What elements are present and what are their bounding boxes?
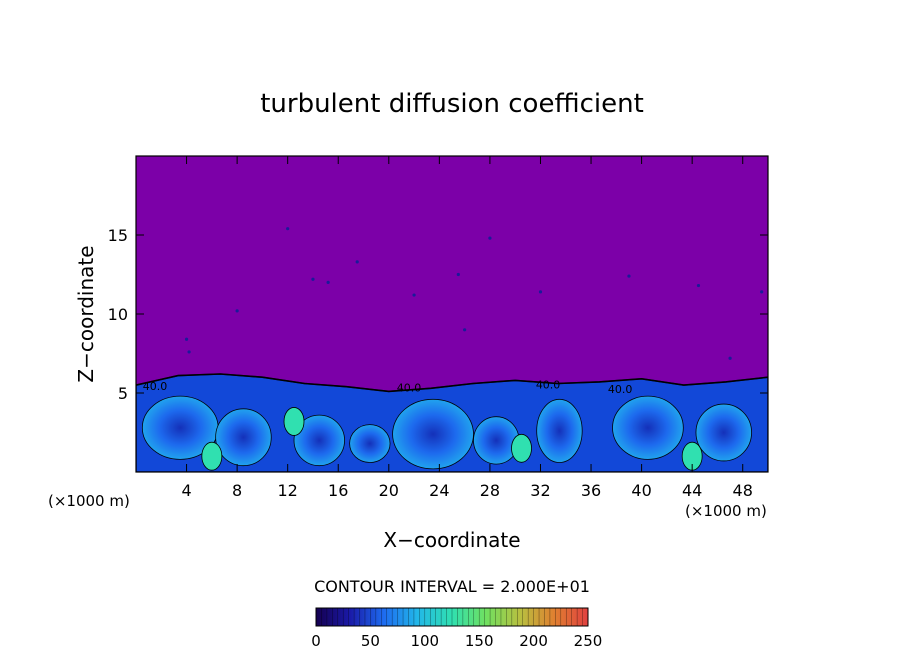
colorbar-tick-label: 0 bbox=[311, 632, 321, 650]
turbulence-dot bbox=[235, 309, 239, 313]
y-tick-label: 10 bbox=[108, 305, 128, 324]
x-unit-label-right: (×1000 m) bbox=[685, 502, 767, 520]
x-tick-label: 36 bbox=[581, 481, 601, 500]
eddy-structures bbox=[141, 395, 752, 471]
turbulence-dot bbox=[463, 328, 467, 332]
colorbar-tick-label: 50 bbox=[361, 632, 380, 650]
eddy bbox=[536, 398, 583, 463]
contour-labels: 40.0 40.0 40.0 40.0 bbox=[143, 378, 633, 396]
y-tick-label: 5 bbox=[118, 384, 128, 403]
eddy bbox=[612, 395, 684, 460]
turbulence-dot bbox=[286, 227, 290, 231]
high-value-patch bbox=[283, 407, 305, 436]
high-value-patch bbox=[511, 433, 532, 463]
eddy bbox=[215, 408, 272, 467]
plot-area bbox=[136, 156, 768, 472]
contour-label: 40.0 bbox=[608, 383, 633, 396]
colorbar-tick-label: 100 bbox=[410, 632, 439, 650]
turbulence-dot bbox=[538, 290, 543, 294]
turbulence-dot bbox=[488, 236, 492, 240]
x-tick-label: 48 bbox=[733, 481, 753, 500]
contour-label: 40.0 bbox=[397, 381, 422, 394]
colorbar-ticks: 0 50 100 150 200 250 bbox=[311, 632, 602, 650]
turbulence-dot bbox=[627, 274, 631, 278]
high-value-patch bbox=[201, 441, 223, 471]
x-tick-label: 44 bbox=[682, 481, 702, 500]
turbulence-dot bbox=[326, 280, 330, 284]
eddy bbox=[695, 403, 752, 462]
turbulence-dot bbox=[355, 260, 359, 264]
eddy bbox=[473, 416, 520, 465]
x-tick-label: 28 bbox=[480, 481, 500, 500]
turbulence-dot bbox=[760, 290, 764, 294]
turbulence-dot bbox=[412, 293, 416, 297]
eddy bbox=[392, 398, 474, 470]
colorbar-stripes bbox=[321, 608, 583, 626]
y-axis-label: Z−coordinate bbox=[74, 245, 98, 382]
x-axis-ticks: 4 8 12 16 20 24 28 32 36 40 44 48 bbox=[181, 156, 753, 500]
chart-title: turbulent diffusion coefficient bbox=[260, 89, 644, 119]
x-tick-label: 8 bbox=[232, 481, 242, 500]
x-tick-label: 40 bbox=[631, 481, 651, 500]
x-tick-label: 16 bbox=[328, 481, 348, 500]
turbulence-dot bbox=[696, 283, 701, 288]
scattered-turbulence-dots bbox=[184, 227, 764, 360]
y-tick-label: 15 bbox=[108, 226, 128, 245]
contour-label: 40.0 bbox=[536, 378, 561, 391]
x-tick-label: 32 bbox=[530, 481, 550, 500]
turbulence-dot bbox=[728, 356, 732, 360]
contour-interval-text: CONTOUR INTERVAL = 2.000E+01 bbox=[314, 577, 590, 596]
contour-label: 40.0 bbox=[143, 380, 168, 393]
turbulence-dot bbox=[311, 277, 315, 281]
colorbar-tick-label: 150 bbox=[465, 632, 494, 650]
turbulence-dot bbox=[184, 337, 189, 341]
x-tick-label: 24 bbox=[429, 481, 449, 500]
y-axis-ticks: 5 10 15 bbox=[108, 226, 768, 403]
x-unit-label-left: (×1000 m) bbox=[48, 492, 130, 510]
colorbar: 0 50 100 150 200 250 bbox=[311, 607, 602, 650]
colorbar-tick-label: 250 bbox=[574, 632, 603, 650]
x-tick-label: 4 bbox=[181, 481, 191, 500]
eddy bbox=[349, 424, 391, 463]
x-tick-label: 12 bbox=[278, 481, 298, 500]
boundary-layer-contour bbox=[136, 373, 768, 393]
turbulence-dot bbox=[187, 350, 191, 354]
eddy bbox=[293, 414, 345, 467]
x-axis-label: X−coordinate bbox=[383, 528, 520, 552]
turbulence-dot bbox=[456, 272, 460, 277]
x-tick-label: 20 bbox=[379, 481, 399, 500]
colorbar-tick-label: 200 bbox=[519, 632, 548, 650]
